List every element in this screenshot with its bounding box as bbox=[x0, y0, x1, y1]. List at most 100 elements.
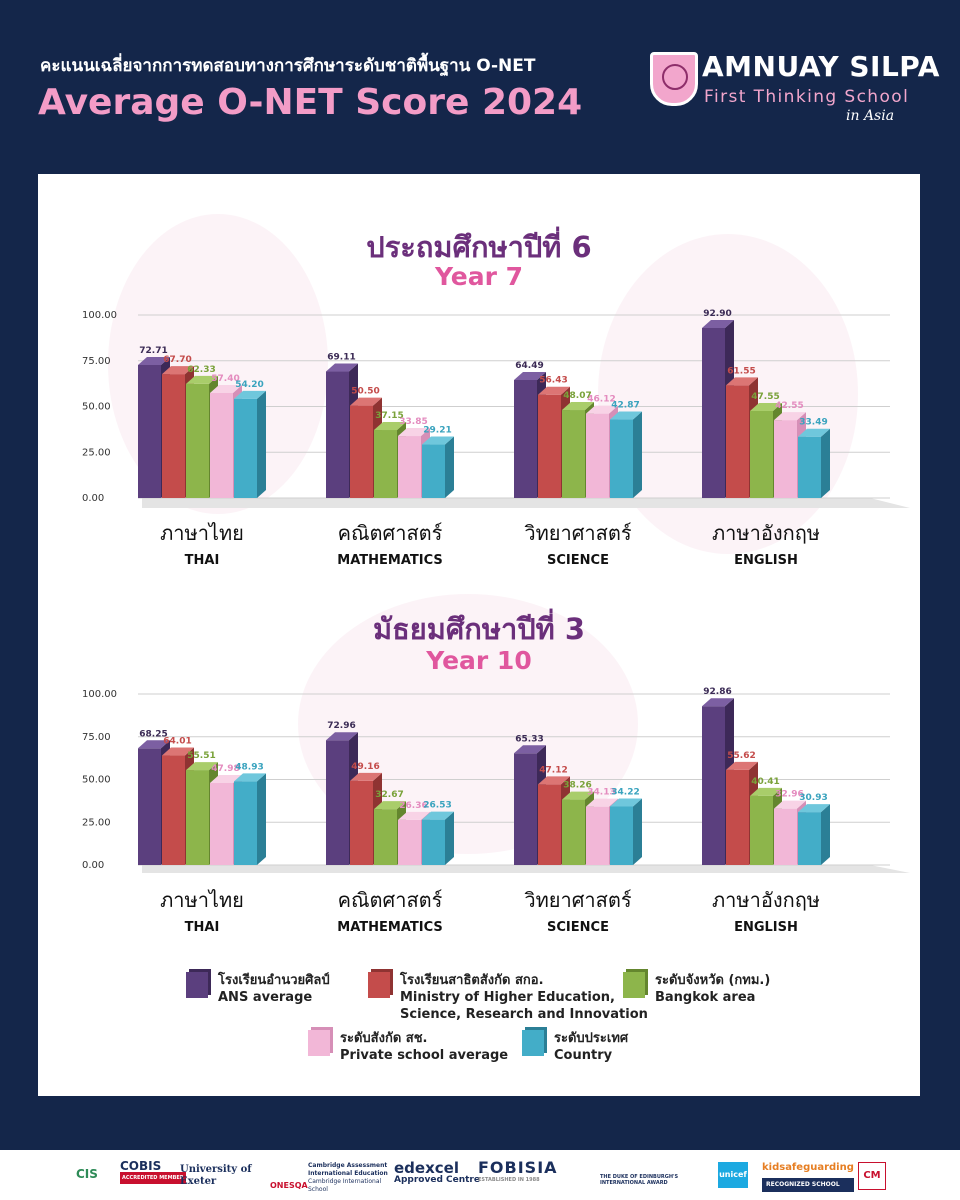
bar-front bbox=[750, 410, 773, 498]
bar-top bbox=[186, 375, 218, 384]
bar-front bbox=[326, 740, 349, 865]
legend-label: โรงเรียนอำนวยศิลป์ ANS average bbox=[218, 973, 330, 1005]
bar-value-label: 64.01 bbox=[163, 737, 191, 747]
bar-value-label: 47.55 bbox=[751, 392, 779, 402]
bar-front bbox=[422, 444, 445, 498]
bar-top bbox=[610, 798, 642, 807]
bar-side bbox=[257, 390, 266, 498]
y-tick-label: 25.00 bbox=[82, 447, 111, 458]
bar-top bbox=[586, 405, 618, 414]
category-label-english: THAI bbox=[185, 553, 220, 568]
bar-top bbox=[702, 319, 734, 328]
legend-label: ระดับประเทศ Country bbox=[554, 1031, 629, 1063]
chart1-subtitle: Year 7 bbox=[434, 262, 524, 291]
fobisia-logo: FOBISIA ESTABLISHED IN 1988 bbox=[478, 1158, 558, 1184]
bar-value-label: 57.40 bbox=[211, 374, 239, 384]
bar-front bbox=[586, 806, 609, 865]
bar-side bbox=[445, 436, 454, 498]
bar-value-label: 49.16 bbox=[351, 762, 379, 772]
bar-front bbox=[538, 784, 561, 865]
category-label-thai: ภาษาอังกฤษ bbox=[712, 888, 820, 912]
bar-value-label: 69.11 bbox=[327, 353, 355, 363]
y-tick-label: 75.00 bbox=[82, 732, 111, 743]
bar-value-label: 64.49 bbox=[515, 361, 543, 371]
chart1-title: ประถมศึกษาปีที่ 6 bbox=[366, 230, 592, 264]
bar-value-label: 29.21 bbox=[423, 426, 451, 436]
bar-front bbox=[726, 385, 749, 498]
bar-value-label: 40.41 bbox=[751, 777, 779, 787]
bar-top bbox=[210, 774, 242, 783]
bar-top bbox=[350, 397, 382, 406]
y-tick-label: 0.00 bbox=[82, 860, 104, 871]
category-label-thai: คณิตศาสตร์ bbox=[338, 521, 443, 545]
bar-front bbox=[422, 819, 445, 865]
y-tick-label: 0.00 bbox=[82, 493, 104, 504]
y-tick-label: 25.00 bbox=[82, 817, 111, 828]
bar-value-label: 72.96 bbox=[327, 721, 355, 731]
category-label-thai: คณิตศาสตร์ bbox=[338, 888, 443, 912]
bar-value-label: 37.15 bbox=[375, 411, 403, 421]
bar-front bbox=[702, 706, 725, 865]
category-label-thai: ภาษาอังกฤษ bbox=[712, 521, 820, 545]
bar-front bbox=[562, 410, 585, 498]
bar-front bbox=[234, 781, 257, 865]
bar-value-label: 55.62 bbox=[727, 751, 755, 761]
bar-front bbox=[562, 799, 585, 865]
chart2-title: มัธยมศึกษาปีที่ 3 bbox=[372, 612, 586, 646]
bar-value-label: 33.85 bbox=[399, 417, 427, 427]
bar-front bbox=[774, 808, 797, 865]
kidsafeguarding-logo: kidsafeguarding RECOGNIZED SCHOOL bbox=[762, 1162, 854, 1192]
bar-front bbox=[138, 364, 161, 498]
bar bbox=[422, 436, 454, 498]
bar-front bbox=[350, 405, 373, 498]
bar-front bbox=[726, 769, 749, 865]
category-label-english: ENGLISH bbox=[734, 920, 798, 935]
bar-value-label: 33.49 bbox=[799, 418, 827, 428]
bar-value-label: 55.51 bbox=[187, 751, 215, 761]
legend-item-ans: โรงเรียนอำนวยศิลป์ ANS average bbox=[186, 972, 330, 1006]
bar-front bbox=[610, 806, 633, 865]
bar-top bbox=[398, 428, 430, 437]
bar-value-label: 62.33 bbox=[187, 365, 215, 375]
bar-top bbox=[350, 772, 382, 781]
legend-item-bangkok: ระดับจังหวัด (กทม.) Bangkok area bbox=[623, 972, 770, 1006]
bar-front bbox=[186, 770, 209, 865]
y-tick-label: 100.00 bbox=[82, 689, 117, 700]
bar-top bbox=[750, 402, 782, 411]
bar-top bbox=[774, 412, 806, 421]
bar-value-label: 47.98 bbox=[211, 764, 239, 774]
bar-top bbox=[162, 366, 194, 375]
bar-value-label: 50.50 bbox=[351, 387, 379, 397]
accreditation-footer: CIS COBIS ACCREDITED MEMBER University o… bbox=[0, 1150, 960, 1200]
bar-front bbox=[162, 755, 185, 865]
bar-top bbox=[234, 390, 266, 399]
bar-front bbox=[514, 753, 537, 865]
bar-value-label: 42.87 bbox=[611, 401, 639, 411]
category-label-english: ENGLISH bbox=[734, 553, 798, 568]
bar-value-label: 32.67 bbox=[375, 790, 403, 800]
bar-top bbox=[774, 800, 806, 809]
category-label-english: THAI bbox=[185, 920, 220, 935]
legend-label: ระดับจังหวัด (กทม.) Bangkok area bbox=[655, 973, 771, 1005]
bar bbox=[422, 811, 454, 865]
bar-front bbox=[350, 780, 373, 865]
chart2-subtitle: Year 10 bbox=[426, 646, 532, 675]
bar-top bbox=[514, 745, 546, 754]
legend-swatch bbox=[186, 972, 208, 998]
bar-value-label: 56.43 bbox=[539, 376, 567, 386]
school-logo: AMNUAY SILPA First Thinking School in As… bbox=[650, 50, 940, 130]
chart1-bar-chart: 100.00 75.00 50.00 25.00 0.00 72.71 69.11 64.49… bbox=[82, 309, 910, 568]
school-crest-icon bbox=[650, 52, 698, 106]
bar-value-label: 61.55 bbox=[727, 366, 755, 376]
logo-name: AMNUAY SILPA bbox=[702, 50, 940, 83]
cobis-logo: COBIS ACCREDITED MEMBER bbox=[120, 1160, 186, 1184]
bar bbox=[610, 798, 642, 865]
bar-top bbox=[538, 776, 570, 785]
bar-front bbox=[162, 374, 185, 498]
bar-front bbox=[186, 383, 209, 498]
bar bbox=[798, 804, 830, 865]
onesqa-logo: ONESQA bbox=[270, 1181, 308, 1190]
bar-top bbox=[374, 422, 406, 431]
y-tick-label: 100.00 bbox=[82, 310, 117, 321]
bar-front bbox=[374, 430, 397, 498]
